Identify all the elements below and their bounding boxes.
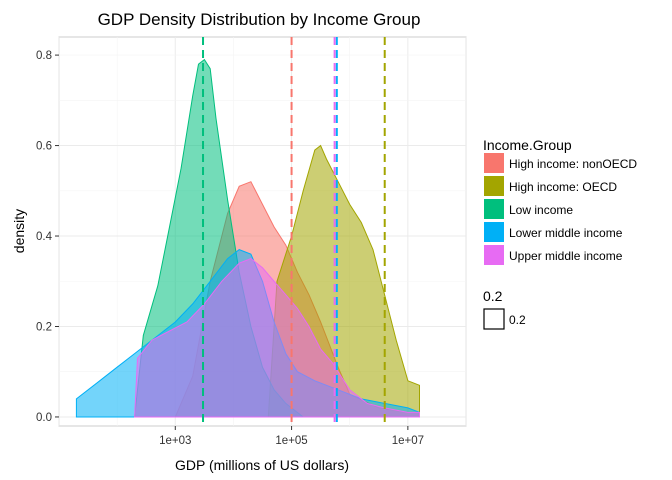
x-tick-label: 1e+03: [159, 435, 191, 447]
density-area-upper-middle-income: [134, 258, 420, 418]
legend-label: Lower middle income: [509, 226, 623, 240]
size-legend-title: 0.2: [483, 288, 503, 304]
y-axis-ticks: 0.0 0.2 0.4 0.6 0.8: [36, 50, 59, 424]
legend-key: [484, 176, 504, 196]
legend-key: [484, 222, 504, 242]
size-legend-key: [483, 308, 505, 330]
y-tick-label: 0.4: [36, 231, 53, 243]
chart-title: GDP Density Distribution by Income Group: [98, 10, 421, 29]
legend-title: Income.Group: [483, 137, 572, 153]
legend-label: High income: OECD: [509, 180, 617, 194]
legend-label: Upper middle income: [509, 249, 623, 263]
legend-label: Low income: [509, 203, 573, 217]
size-legend-label: 0.2: [509, 313, 526, 327]
legend-label: High income: nonOECD: [509, 157, 637, 171]
x-tick-label: 1e+05: [275, 435, 307, 447]
legend-key: [484, 153, 504, 173]
y-tick-label: 0.2: [36, 321, 52, 333]
legend-key: [484, 199, 504, 219]
legend-key: [484, 245, 504, 265]
x-axis-title: GDP (millions of US dollars): [175, 457, 349, 473]
y-tick-label: 0.0: [36, 412, 52, 424]
y-axis-title: density: [11, 209, 27, 253]
y-tick-label: 0.8: [36, 50, 52, 62]
x-tick-label: 1e+07: [392, 435, 424, 447]
y-tick-label: 0.6: [36, 141, 52, 153]
x-axis-ticks: 1e+03 1e+05 1e+07: [159, 426, 424, 447]
density-areas: [75, 58, 420, 418]
legend-items: High income: nonOECD High income: OECD Low…: [484, 153, 637, 265]
